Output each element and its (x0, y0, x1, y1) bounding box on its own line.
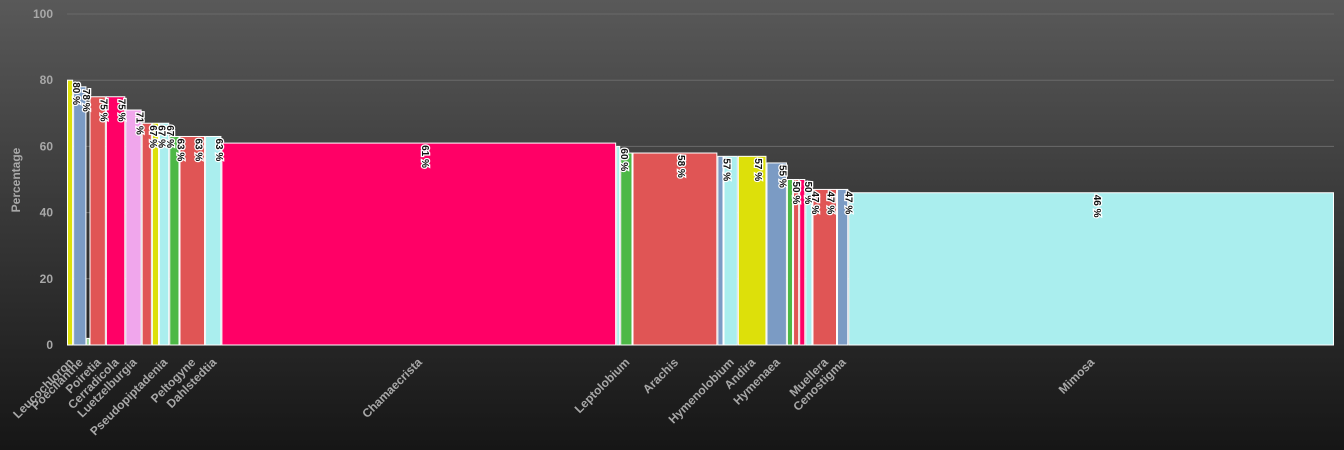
bar (766, 162, 787, 346)
bar (221, 142, 617, 346)
data-label: 67 % (164, 125, 175, 148)
data-label: 71 % (133, 112, 144, 135)
bar (159, 122, 170, 346)
data-label: 63 % (174, 138, 185, 161)
y-axis-title: Percentage (9, 147, 23, 212)
data-label: 75 % (98, 99, 109, 122)
bar (205, 135, 222, 346)
bar (616, 145, 621, 346)
data-label: 61 % (419, 145, 430, 168)
y-tick-label: 60 (40, 139, 54, 153)
bar (73, 86, 87, 346)
data-label: 47 % (825, 191, 836, 214)
data-label: 60 % (618, 148, 629, 171)
y-tick-label: 0 (46, 338, 53, 352)
data-label: 58 % (675, 155, 686, 178)
data-label: 67 % (155, 125, 166, 148)
data-label: 57 % (752, 158, 763, 181)
bar (179, 135, 206, 346)
x-category-label: Leptolobium (572, 355, 633, 416)
y-tick-label: 40 (40, 206, 54, 220)
bar (89, 96, 106, 346)
bar (812, 188, 838, 346)
data-label: 46 % (1091, 195, 1102, 218)
category-labels: LeucochloronPoecilanthePoiretiaCerradico… (10, 355, 1097, 438)
y-tick-label: 20 (40, 272, 54, 286)
data-label: 47 % (809, 191, 820, 214)
data-label: 63 % (213, 138, 224, 161)
bar (67, 79, 74, 346)
bar (151, 122, 160, 346)
bars (67, 79, 1335, 346)
y-tick-label: 100 (33, 7, 53, 21)
bar (632, 152, 718, 346)
data-label: 55 % (777, 165, 788, 188)
data-label: 67 % (147, 125, 158, 148)
data-label: 57 % (720, 158, 731, 181)
x-category-label: Arachis (640, 355, 681, 396)
bar (805, 188, 813, 346)
data-label: 50 % (790, 182, 801, 205)
y-tick-label: 80 (40, 73, 54, 87)
bar (837, 188, 849, 346)
y-axis-ticks: 0 20 40 60 80 100 (33, 7, 53, 352)
bar (793, 179, 800, 346)
bar (799, 179, 806, 346)
bar (620, 152, 633, 346)
bar (105, 96, 126, 346)
data-label: 78 % (80, 89, 91, 112)
x-category-label: Chamaecrista (359, 355, 425, 421)
bar (125, 109, 142, 346)
bar (848, 192, 1335, 346)
data-label: 80 % (70, 82, 81, 105)
data-label: 47 % (843, 191, 854, 214)
data-label: 75 % (116, 99, 127, 122)
bar (786, 179, 794, 346)
data-label: 63 % (192, 138, 203, 161)
bar (169, 135, 180, 346)
bar (86, 337, 90, 346)
data-labels: 80 %78 % 75 % 75 %71 %67 %67 %67 %63 % 63 %… (69, 81, 1104, 219)
bar (723, 155, 738, 346)
x-category-label: Mimosa (1056, 355, 1098, 397)
data-label: 50 % (802, 182, 813, 205)
bar (717, 155, 724, 346)
bar (141, 122, 152, 346)
bar (737, 155, 767, 346)
